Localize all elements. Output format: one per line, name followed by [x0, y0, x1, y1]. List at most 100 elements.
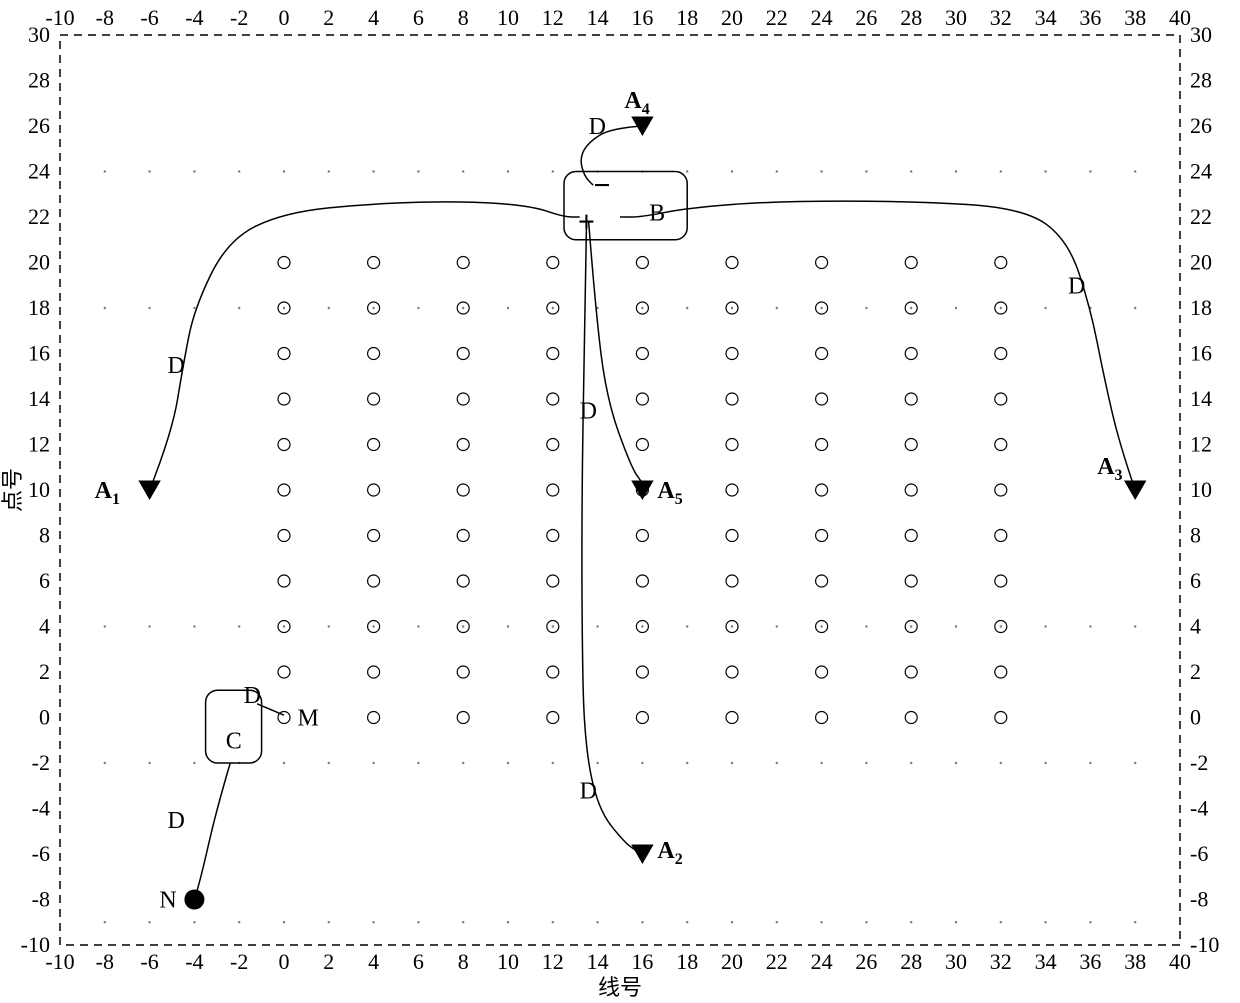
data-point: [726, 712, 738, 724]
data-point: [816, 530, 828, 542]
data-point: [547, 348, 559, 360]
marker-label-A4: A4: [624, 88, 649, 118]
curve-D-A5: [589, 222, 643, 484]
fine-dot: [1044, 307, 1046, 309]
fine-dot: [686, 762, 688, 764]
data-point: [816, 439, 828, 451]
data-point: [726, 530, 738, 542]
fine-dot: [417, 921, 419, 923]
fine-dot: [641, 625, 643, 627]
x-tick-bottom: -2: [230, 949, 248, 974]
fine-dot: [148, 307, 150, 309]
data-point: [726, 575, 738, 587]
fine-dot: [148, 762, 150, 764]
data-point: [905, 439, 917, 451]
fine-dot: [1134, 625, 1136, 627]
fine-dot: [148, 921, 150, 923]
x-tick-top: 22: [766, 5, 788, 30]
y-axis-label: 点号: [0, 468, 25, 512]
fine-dot: [686, 921, 688, 923]
x-tick-top: -2: [230, 5, 248, 30]
fine-dot: [1000, 625, 1002, 627]
fine-dot: [776, 625, 778, 627]
fine-dot: [865, 625, 867, 627]
fine-dot: [552, 625, 554, 627]
fine-dot: [104, 170, 106, 172]
y-tick-right: -4: [1190, 796, 1208, 821]
x-tick-top: 6: [413, 5, 424, 30]
data-point: [278, 439, 290, 451]
data-point: [995, 712, 1007, 724]
x-tick-bottom: 14: [587, 949, 609, 974]
fine-dot: [238, 625, 240, 627]
x-tick-bottom: 32: [990, 949, 1012, 974]
data-point: [547, 666, 559, 678]
y-tick-left: 30: [28, 22, 50, 47]
y-tick-right: 2: [1190, 659, 1201, 684]
y-tick-right: 18: [1190, 295, 1212, 320]
fine-dot: [507, 921, 509, 923]
x-tick-top: -8: [96, 5, 114, 30]
data-point: [547, 530, 559, 542]
fine-dot: [955, 307, 957, 309]
data-point: [726, 484, 738, 496]
data-point: [816, 257, 828, 269]
fine-dot: [417, 762, 419, 764]
fine-dot: [417, 307, 419, 309]
data-point: [547, 439, 559, 451]
fine-dot: [910, 170, 912, 172]
x-tick-bottom: 26: [855, 949, 877, 974]
marker-A1: [139, 481, 160, 499]
x-tick-bottom: 2: [323, 949, 334, 974]
marker-label-N: N: [159, 888, 176, 914]
data-point: [636, 666, 648, 678]
d-label-0: D: [168, 353, 185, 379]
y-tick-left: 8: [39, 523, 50, 548]
marker-label-M: M: [297, 706, 318, 732]
data-point: [816, 712, 828, 724]
fine-dot: [462, 170, 464, 172]
fine-dot: [328, 307, 330, 309]
data-point: [816, 348, 828, 360]
x-tick-top: 20: [721, 5, 743, 30]
fine-dot: [1134, 762, 1136, 764]
x-tick-top: 32: [990, 5, 1012, 30]
fine-dot: [283, 170, 285, 172]
marker-label-A1: A1: [95, 478, 120, 508]
fine-dot: [507, 762, 509, 764]
data-point: [905, 393, 917, 405]
y-tick-right: -10: [1190, 932, 1219, 957]
data-point: [457, 484, 469, 496]
data-point: [995, 666, 1007, 678]
fine-dot: [865, 307, 867, 309]
fine-dot: [372, 307, 374, 309]
data-point: [636, 257, 648, 269]
data-point: [726, 393, 738, 405]
fine-dot: [865, 921, 867, 923]
x-tick-top: 38: [1124, 5, 1146, 30]
fine-dot: [641, 921, 643, 923]
data-point: [995, 439, 1007, 451]
y-tick-left: 2: [39, 659, 50, 684]
x-tick-top: 4: [368, 5, 379, 30]
y-tick-right: 22: [1190, 204, 1212, 229]
y-tick-left: 28: [28, 68, 50, 93]
data-point: [636, 530, 648, 542]
y-tick-left: 12: [28, 432, 50, 457]
fine-dot: [552, 762, 554, 764]
fine-dot: [776, 170, 778, 172]
y-tick-right: 6: [1190, 568, 1201, 593]
y-tick-right: 10: [1190, 477, 1212, 502]
fine-dot: [865, 762, 867, 764]
data-point: [368, 666, 380, 678]
fine-dot: [193, 170, 195, 172]
fine-dot: [1134, 170, 1136, 172]
data-point: [816, 666, 828, 678]
y-tick-right: 0: [1190, 705, 1201, 730]
y-tick-right: 8: [1190, 523, 1201, 548]
chart-container: -10-10-8-8-6-6-4-4-2-2002244668810101212…: [0, 0, 1240, 1003]
x-tick-bottom: 12: [542, 949, 564, 974]
fine-dot: [776, 762, 778, 764]
data-point: [636, 348, 648, 360]
fine-dot: [731, 625, 733, 627]
